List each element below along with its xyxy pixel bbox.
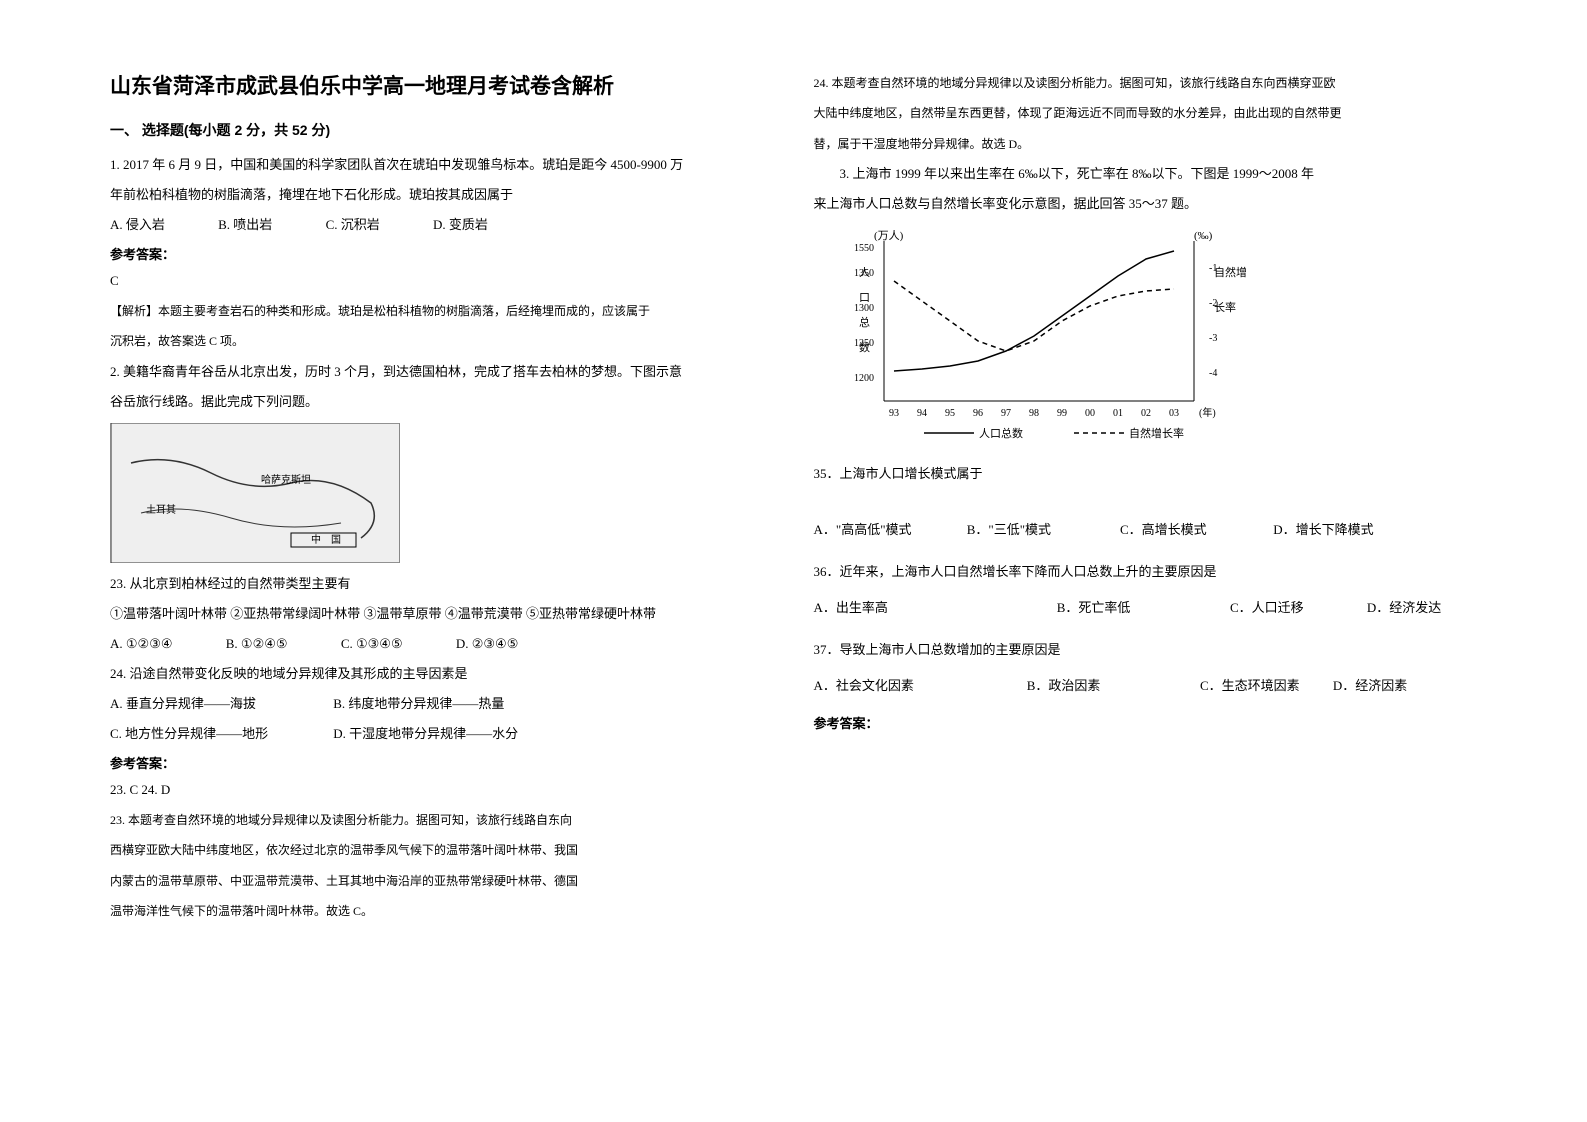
- q24-option-a: A. 垂直分异规律——海拔: [110, 691, 330, 717]
- svg-text:总: 总: [859, 315, 870, 329]
- q1-answer-label: 参考答案：: [110, 242, 774, 268]
- q35-option-a: A．"高高低"模式: [814, 517, 964, 543]
- q2-answer: 23. C 24. D: [110, 777, 774, 803]
- svg-text:01: 01: [1113, 408, 1123, 419]
- svg-text:02: 02: [1141, 408, 1151, 419]
- q36-stem: 36．近年来，上海市人口自然增长率下降而人口总数上升的主要原因是: [814, 559, 1478, 585]
- svg-text:94: 94: [917, 408, 927, 419]
- q36-option-a: A．出生率高: [814, 595, 1054, 621]
- q23-option-c: C. ①③④⑤: [341, 631, 403, 657]
- svg-text:03: 03: [1169, 408, 1179, 419]
- q1-option-b: B. 喷出岩: [218, 212, 272, 238]
- q1-stem-line2: 年前松柏科植物的树脂滴落，掩埋在地下石化形成。琥珀按其成因属于: [110, 182, 774, 208]
- q37-stem: 37．导致上海市人口总数增加的主要原因是: [814, 637, 1478, 663]
- q24-option-c: C. 地方性分异规律——地形: [110, 721, 330, 747]
- q23-analysis-d: 温带海洋性气候下的温带落叶阔叶林带。故选 C。: [110, 898, 774, 924]
- population-chart-svg: (万人) 1550 (‰) -1 -2 -3 -4 人 口 总 数 1350 1…: [814, 221, 1254, 451]
- q37-option-d: D．经济因素: [1333, 673, 1407, 699]
- q37-option-a: A．社会文化因素: [814, 673, 1024, 699]
- svg-text:土耳其: 土耳其: [146, 503, 176, 516]
- svg-text:自然增: 自然增: [1214, 265, 1247, 279]
- svg-text:(‰): (‰): [1194, 230, 1213, 242]
- q23-options: A. ①②③④ B. ①②④⑤ C. ①③④⑤ D. ②③④⑤: [110, 631, 774, 657]
- q24-analysis-c: 替，属于干湿度地带分异规律。故选 D。: [814, 131, 1478, 157]
- route-map-svg: 哈萨克斯坦 土耳其 中 国: [111, 423, 399, 563]
- svg-text:00: 00: [1085, 408, 1095, 419]
- svg-text:(万人): (万人): [874, 229, 904, 242]
- q1-analysis-line2: 沉积岩，故答案选 C 项。: [110, 328, 774, 354]
- q1-analysis-line1: 【解析】本题主要考查岩石的种类和形成。琥珀是松柏科植物的树脂滴落，后经掩埋而成的…: [110, 298, 774, 324]
- q36-option-d: D．经济发达: [1367, 595, 1441, 621]
- svg-text:98: 98: [1029, 408, 1039, 419]
- svg-text:95: 95: [945, 408, 955, 419]
- q24-analysis-a: 24. 本题考查自然环境的地域分异规律以及读图分析能力。据图可知，该旅行线路自东…: [814, 70, 1478, 96]
- q1-option-a: A. 侵入岩: [110, 212, 165, 238]
- q2-stem-line2: 谷岳旅行线路。据此完成下列问题。: [110, 389, 774, 415]
- q23-analysis-a: 23. 本题考查自然环境的地域分异规律以及读图分析能力。据图可知，该旅行线路自东…: [110, 807, 774, 833]
- q24-options-row2: C. 地方性分异规律——地形 D. 干湿度地带分异规律——水分: [110, 721, 774, 747]
- svg-text:自然增长率: 自然增长率: [1129, 426, 1184, 440]
- svg-text:人口总数: 人口总数: [979, 426, 1023, 440]
- q23-items: ①温带落叶阔叶林带 ②亚热带常绿阔叶林带 ③温带草原带 ④温带荒漠带 ⑤亚热带常…: [110, 601, 774, 627]
- left-column: 山东省菏泽市成武县伯乐中学高一地理月考试卷含解析 一、 选择题(每小题 2 分，…: [90, 70, 794, 1052]
- q1-option-d: D. 变质岩: [433, 212, 488, 238]
- q36-option-b: B．死亡率低: [1057, 595, 1227, 621]
- right-column: 24. 本题考查自然环境的地域分异规律以及读图分析能力。据图可知，该旅行线路自东…: [794, 70, 1498, 1052]
- q35-option-d: D．增长下降模式: [1273, 522, 1373, 537]
- q36-options: A．出生率高 B．死亡率低 C．人口迁移 D．经济发达: [814, 595, 1478, 621]
- q1-stem-line1: 1. 2017 年 6 月 9 日，中国和美国的科学家团队首次在琥珀中发现雏鸟标…: [110, 152, 774, 178]
- svg-text:97: 97: [1001, 408, 1011, 419]
- q35-options: A．"高高低"模式 B．"三低"模式 C．高增长模式 D．增长下降模式: [814, 517, 1478, 543]
- q37-option-b: B．政治因素: [1027, 673, 1197, 699]
- q35-option-c: C．高增长模式: [1120, 517, 1270, 543]
- q36-option-c: C．人口迁移: [1230, 600, 1304, 615]
- q23-option-b: B. ①②④⑤: [226, 631, 288, 657]
- svg-text:-4: -4: [1209, 368, 1217, 379]
- svg-text:哈萨克斯坦: 哈萨克斯坦: [261, 473, 311, 486]
- q24-stem: 24. 沿途自然带变化反映的地域分异规律及其形成的主导因素是: [110, 661, 774, 687]
- svg-text:1550: 1550: [854, 243, 874, 254]
- q35-stem: 35．上海市人口增长模式属于: [814, 461, 1478, 487]
- svg-text:(年): (年): [1199, 406, 1216, 419]
- population-chart: (万人) 1550 (‰) -1 -2 -3 -4 人 口 总 数 1350 1…: [814, 221, 1254, 451]
- section-header: 一、 选择题(每小题 2 分，共 52 分): [110, 120, 774, 140]
- svg-text:中 国: 中 国: [311, 533, 341, 546]
- q2-answer-label: 参考答案：: [110, 751, 774, 777]
- map-figure: 哈萨克斯坦 土耳其 中 国: [110, 423, 400, 563]
- svg-text:1200: 1200: [854, 373, 874, 384]
- q1-option-c: C. 沉积岩: [326, 212, 380, 238]
- q1-options: A. 侵入岩 B. 喷出岩 C. 沉积岩 D. 变质岩: [110, 212, 774, 238]
- svg-text:93: 93: [889, 408, 899, 419]
- q23-stem: 23. 从北京到柏林经过的自然带类型主要有: [110, 571, 774, 597]
- q23-analysis-c: 内蒙古的温带草原带、中亚温带荒漠带、土耳其地中海沿岸的亚热带常绿硬叶林带、德国: [110, 868, 774, 894]
- svg-text:1250: 1250: [854, 338, 874, 349]
- q3-stem-line2: 来上海市人口总数与自然增长率变化示意图，据此回答 35～37 题。: [814, 191, 1478, 217]
- q23-option-d: D. ②③④⑤: [456, 631, 519, 657]
- svg-text:99: 99: [1057, 408, 1067, 419]
- svg-text:-3: -3: [1209, 333, 1217, 344]
- q3-stem-line1: 3. 上海市 1999 年以来出生率在 6‰以下，死亡率在 8‰以下。下图是 1…: [814, 161, 1478, 187]
- svg-text:1300: 1300: [854, 303, 874, 314]
- q23-analysis-b: 西横穿亚欧大陆中纬度地区，依次经过北京的温带季风气候下的温带落叶阔叶林带、我国: [110, 837, 774, 863]
- q24-options-row1: A. 垂直分异规律——海拔 B. 纬度地带分异规律——热量: [110, 691, 774, 717]
- q35-option-b: B．"三低"模式: [967, 517, 1117, 543]
- q24-option-d: D. 干湿度地带分异规律——水分: [333, 726, 518, 741]
- q2-stem-line1: 2. 美籍华裔青年谷岳从北京出发，历时 3 个月，到达德国柏林，完成了搭车去柏林…: [110, 359, 774, 385]
- svg-text:长率: 长率: [1214, 300, 1236, 314]
- svg-text:96: 96: [973, 408, 983, 419]
- q24-analysis-b: 大陆中纬度地区，自然带呈东西更替，体现了距海远近不同而导致的水分差异，由此出现的…: [814, 100, 1478, 126]
- q23-option-a: A. ①②③④: [110, 631, 173, 657]
- q37-option-c: C．生态环境因素: [1200, 678, 1300, 693]
- document-title: 山东省菏泽市成武县伯乐中学高一地理月考试卷含解析: [110, 70, 774, 100]
- svg-text:1350: 1350: [854, 268, 874, 279]
- q37-options: A．社会文化因素 B．政治因素 C．生态环境因素 D．经济因素: [814, 673, 1478, 699]
- q3-answer-label: 参考答案：: [814, 711, 1478, 737]
- q1-answer: C: [110, 268, 774, 294]
- q24-option-b: B. 纬度地带分异规律——热量: [333, 696, 504, 711]
